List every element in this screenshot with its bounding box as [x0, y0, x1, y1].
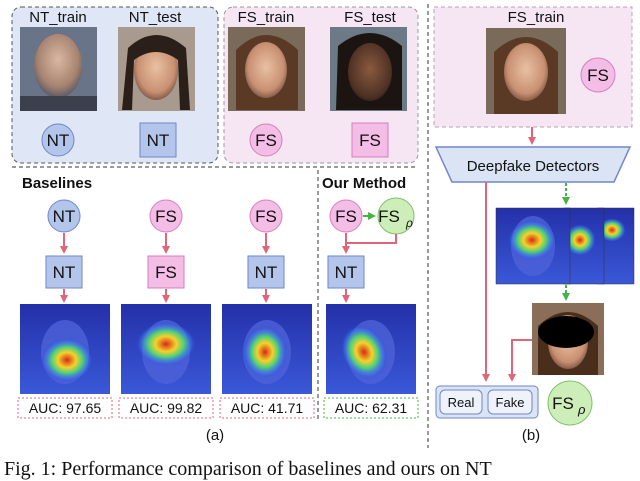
our-method-column: FS FS ρ NT AUC: 62.31 [323, 197, 419, 419]
fake-label: Fake [496, 395, 525, 410]
nt-test-square-node [139, 122, 177, 158]
fs-test-square-node [351, 122, 389, 158]
baseline-2-source-node [149, 199, 183, 233]
baseline-3-auc: AUC: 41.71 [231, 400, 304, 416]
panel-a-label: (a) [206, 427, 224, 444]
panel-b-label: (b) [522, 427, 540, 444]
nt-test-label: NT_test [129, 9, 182, 26]
baselines-title: Baselines [22, 175, 92, 192]
b-heatmap-stack [495, 207, 635, 285]
our-auc: AUC: 62.31 [335, 400, 408, 416]
fs-train-circle-text: FS [255, 131, 277, 150]
b-fs-node [580, 57, 616, 93]
baseline-2-detector-text: FS [155, 263, 177, 282]
b-fs-rho-text: FS [552, 394, 574, 413]
figure-caption: Fig. 1: Performance comparison of baseli… [4, 458, 492, 480]
baseline-2-detector-node [147, 255, 185, 289]
our-augmented-subscript: ρ [405, 216, 413, 230]
our-detector-text: NT [335, 263, 358, 282]
fs-test-face-image [330, 27, 407, 111]
baseline-3-auc-box [219, 397, 315, 419]
baseline-3-source-text: FS [255, 207, 277, 226]
real-label: Real [448, 395, 475, 410]
our-auc-box [323, 397, 419, 419]
b-fs-train-label: FS_train [508, 9, 565, 26]
baseline-2-auc: AUC: 99.82 [130, 400, 203, 416]
deepfake-detectors-label: Deepfake Detectors [467, 158, 600, 175]
nt-test-square-text: NT [147, 131, 170, 150]
baseline-1-heatmap-image [20, 304, 110, 394]
our-source-node [329, 199, 363, 233]
baseline-column-3: FS NT AUC: 41.71 [219, 199, 315, 419]
baseline-3-heatmap-image [222, 304, 312, 394]
baseline-column-2: FS FS AUC: 99.82 [118, 199, 214, 419]
baseline-1-auc: AUC: 97.65 [29, 400, 102, 416]
baseline-3-source-node [249, 199, 283, 233]
b-fs-train-face-image [486, 28, 566, 114]
our-source-text: FS [335, 207, 357, 226]
nt-train-circle-node [41, 123, 75, 157]
baseline-2-heatmap-image [121, 304, 211, 394]
nt-train-label: NT_train [29, 9, 87, 26]
our-heatmap-image [326, 304, 416, 394]
fake-output [487, 389, 533, 415]
baseline-1-source-text: NT [53, 207, 76, 226]
baseline-1-detector-text: NT [53, 263, 76, 282]
baseline-3-detector-text: NT [255, 263, 278, 282]
baseline-2-source-text: FS [155, 207, 177, 226]
baseline-column-1: NT NT AUC: 97.65 [17, 199, 113, 419]
our-detector-node [327, 255, 365, 289]
fs-train-face-image [228, 27, 305, 111]
nt-test-face-image [118, 27, 195, 111]
baseline-1-auc-box [17, 397, 113, 419]
baseline-1-source-node [47, 199, 81, 233]
fs-test-square-text: FS [359, 131, 381, 150]
fs-train-circle-node [249, 123, 283, 157]
fs-train-label: FS_train [238, 9, 295, 26]
b-fs-rho-subscript: ρ [577, 402, 586, 417]
real-output [439, 389, 483, 415]
baseline-1-detector-node [45, 255, 83, 289]
fs-test-label: FS_test [344, 9, 397, 26]
b-masked-face-image [532, 303, 604, 375]
our-augmented-text: FS [378, 207, 400, 226]
baseline-2-auc-box [118, 397, 214, 419]
nt-train-circle-text: NT [47, 131, 70, 150]
deepfake-detectors-block [434, 146, 632, 183]
baseline-3-detector-node [247, 255, 285, 289]
b-fs-node-text: FS [587, 66, 609, 85]
b-fs-rho-node [547, 380, 593, 426]
our-method-title: Our Method [322, 175, 406, 192]
nt-train-face-image [20, 27, 97, 111]
